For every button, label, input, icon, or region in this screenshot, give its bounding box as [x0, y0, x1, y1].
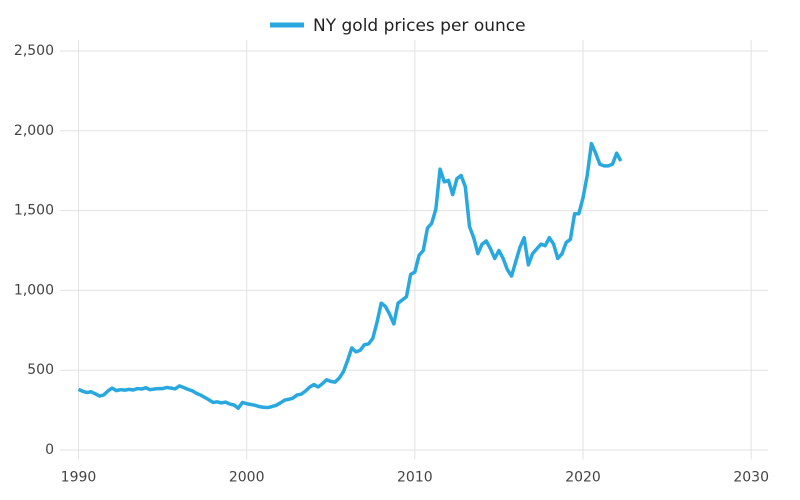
- x-tick-label: 1990: [61, 470, 97, 486]
- y-tick-label: 0: [45, 442, 54, 458]
- y-tick-label: 1,500: [14, 203, 54, 219]
- legend-label: NY gold prices per ounce: [313, 16, 526, 36]
- line-series: [77, 141, 623, 410]
- x-tick-label: 2010: [397, 470, 433, 486]
- x-tick-label: 2030: [733, 470, 769, 486]
- y-tick-label: 500: [27, 362, 54, 378]
- y-tick-label: 2,000: [14, 123, 54, 139]
- y-tick-label: 1,000: [14, 282, 54, 298]
- x-tick-label: 2020: [565, 470, 601, 486]
- x-tick-label: 2000: [229, 470, 265, 486]
- y-tick-label: 2,500: [14, 43, 54, 59]
- legend: NY gold prices per ounce: [270, 16, 526, 36]
